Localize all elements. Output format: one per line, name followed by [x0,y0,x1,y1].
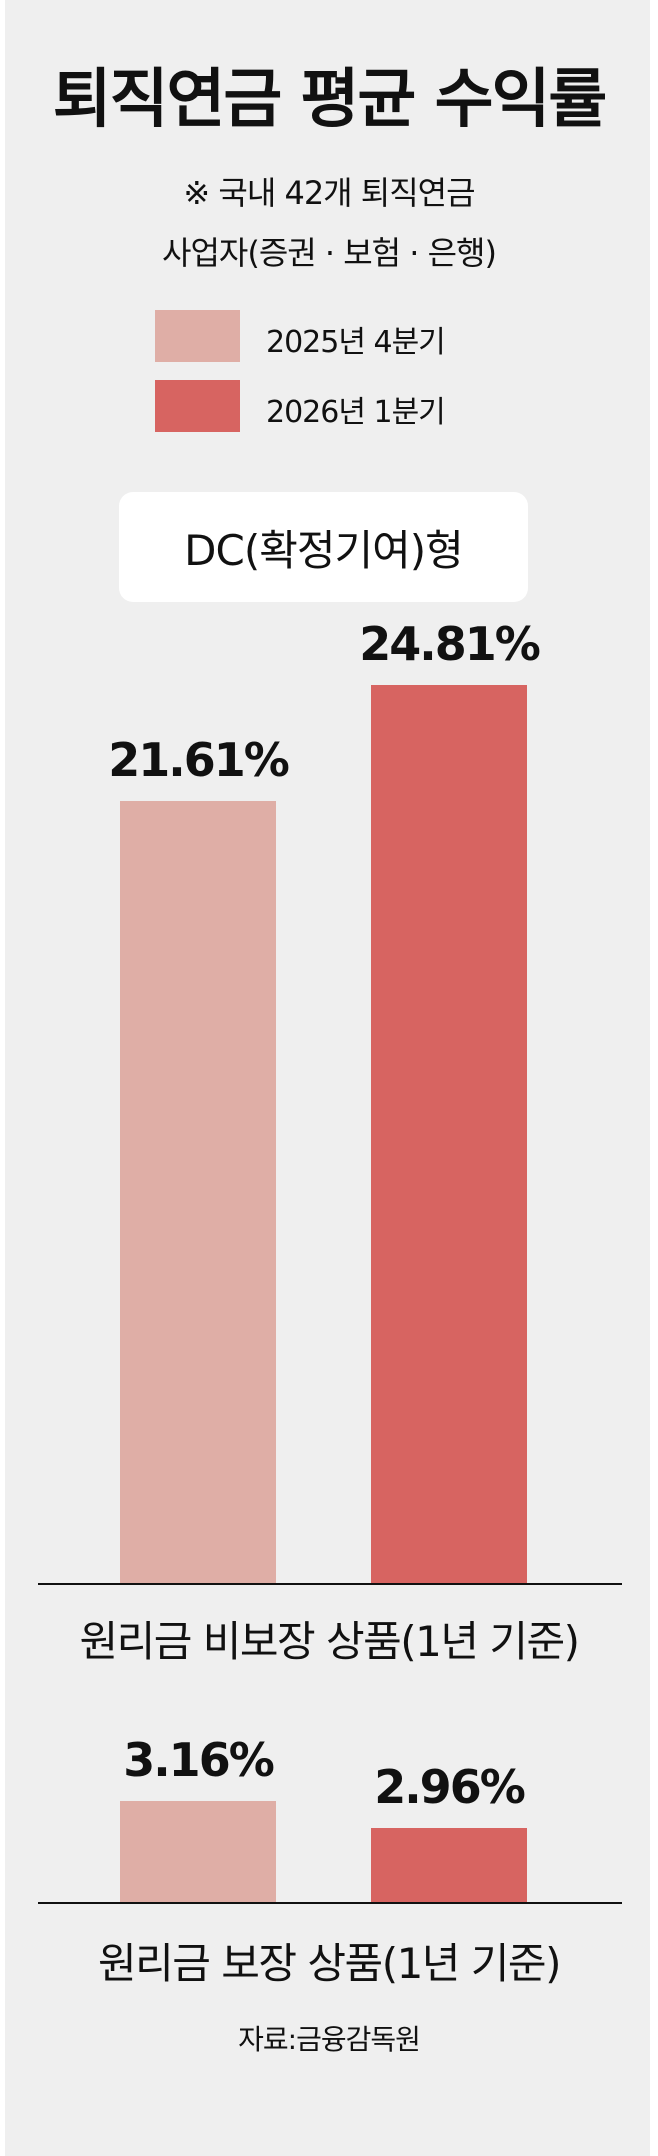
section-title-box: DC(확정기여)형 [119,492,528,602]
data-label-guaranteed-series-0: 3.16% [123,1732,275,1787]
chart-note-line1: ※ 국내 42개 퇴직연금 [183,174,475,212]
chart-panel [5,0,650,2156]
legend-label-2025q4: 2025년 4분기 [266,325,446,360]
bar-non-guaranteed-series-1 [371,684,527,1583]
bar-guaranteed-series-1 [371,1827,527,1902]
category-label-guaranteed: 원리금 보장 상품(1년 기준) [98,1939,561,1988]
source-note: 자료:금융감독원 [238,2023,421,2056]
data-label-non-guaranteed-series-1: 24.81% [359,616,541,671]
axis-line-guaranteed [38,1902,622,1904]
section-title: DC(확정기여)형 [184,525,464,575]
bar-guaranteed-series-0 [120,1800,276,1902]
data-label-non-guaranteed-series-0: 21.61% [108,732,290,787]
category-label-non-guaranteed: 원리금 비보장 상품(1년 기준) [79,1617,580,1666]
legend-swatch-2026q1 [155,380,240,432]
legend-swatch-2025q4 [155,310,240,362]
data-label-guaranteed-series-1: 2.96% [374,1759,526,1814]
axis-line-non-guaranteed [38,1583,622,1585]
chart-title: 퇴직연금 평균 수익률 [52,63,607,137]
legend-label-2026q1: 2026년 1분기 [266,395,446,430]
bar-non-guaranteed-series-0 [120,800,276,1583]
chart-note-line2: 사업자(증권 · 보험 · 은행) [162,234,497,272]
